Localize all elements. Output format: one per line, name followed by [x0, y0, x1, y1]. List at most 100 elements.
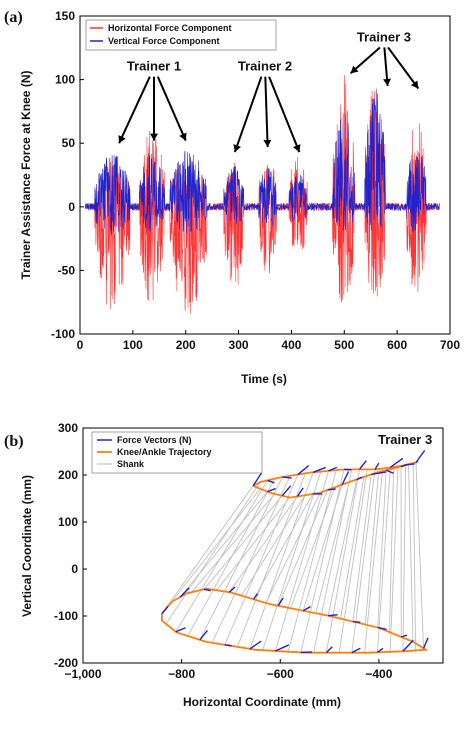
annotation-arrow	[156, 76, 187, 142]
panel-a-xtick-label: 200	[176, 338, 196, 352]
annotation-arrowhead	[350, 65, 359, 74]
force-vector	[175, 627, 186, 633]
force-vector	[385, 469, 394, 474]
shank-line	[364, 468, 384, 653]
force-vector	[328, 466, 338, 472]
panel-a-xtick-label: 600	[387, 338, 407, 352]
annotation-arrow	[387, 46, 420, 90]
force-vector	[389, 457, 404, 468]
shank-line	[165, 482, 261, 625]
shank-line	[179, 491, 268, 598]
force-vector	[358, 460, 367, 470]
annotation-arrowhead	[383, 78, 392, 86]
shank-line	[277, 489, 329, 606]
panel-b-ytick-label: 300	[58, 421, 78, 435]
annotation-arrowhead	[179, 132, 187, 141]
shank-line	[187, 478, 276, 637]
force-vector	[300, 651, 313, 654]
panel-b-xtick-label: −1,000	[64, 667, 101, 681]
force-vector	[401, 634, 408, 638]
force-vector	[376, 647, 384, 653]
shank-line	[313, 469, 353, 653]
panel-a-ylabel: Trainer Assistance Force at Knee (N)	[19, 71, 33, 280]
shank-line	[340, 476, 365, 619]
force-vector	[351, 647, 361, 654]
shank-line	[262, 471, 322, 651]
shank-line	[199, 476, 283, 641]
shank-line	[241, 494, 306, 596]
panel-b-xtick-label: −400	[365, 667, 392, 681]
force-vector	[405, 463, 415, 466]
force-vector	[249, 640, 262, 650]
annotation-arrowhead	[118, 135, 126, 144]
panel-b-title: Trainer 3	[378, 432, 432, 447]
legend-label-horizontal: Horizontal Force Component	[108, 23, 232, 33]
panel-a-label: (a)	[4, 9, 23, 26]
force-vector	[328, 614, 338, 617]
panel-a-plot-frame	[79, 15, 451, 335]
shank-line	[287, 470, 337, 652]
panel-a-ytick-label: 150	[55, 9, 75, 23]
force-vector	[253, 593, 259, 600]
annotation-trainer-2: Trainer 2	[238, 59, 292, 74]
annotation-trainer-1: Trainer 1	[127, 59, 181, 74]
annotation-arrowhead	[293, 144, 301, 153]
panel-a-xtick-label: 300	[229, 338, 249, 352]
panel-a-data-layer	[85, 75, 440, 314]
panel-b-plot-frame	[82, 427, 444, 664]
shank-line	[228, 496, 298, 593]
panel-a-ytick-label: -100	[51, 327, 75, 341]
shank-line	[415, 462, 425, 649]
shank-line	[236, 473, 306, 648]
force-vector	[352, 620, 361, 624]
shank-line	[274, 470, 330, 652]
force-vector	[327, 488, 336, 491]
shank-line	[253, 493, 314, 600]
force-vector	[228, 586, 236, 593]
shank-line	[211, 475, 291, 643]
shank-line	[377, 470, 387, 628]
legend-label-trajectory: Knee/Ankle Trajectory	[117, 447, 212, 457]
panel-a-legend: Horizontal Force Component Vertical Forc…	[85, 19, 277, 51]
legend-label-shank: Shank	[117, 459, 145, 469]
panel-b-data-layer	[160, 449, 429, 654]
force-vector	[252, 472, 263, 487]
force-vector	[356, 476, 363, 481]
annotation-arrow	[118, 76, 151, 144]
legend-label-vertical: Vertical Force Component	[108, 36, 220, 46]
panel-b-label: (b)	[4, 433, 24, 450]
shank-line	[402, 464, 407, 652]
shank-line	[389, 466, 399, 652]
force-vector	[275, 644, 290, 652]
shank-line	[364, 472, 379, 625]
panel-a-xtick-label: 400	[281, 338, 301, 352]
shank-line	[325, 469, 360, 653]
panel-b-ylabel: Vertical Coordinate (mm)	[20, 475, 34, 617]
panel-b-ytick-label: 200	[58, 468, 78, 482]
shank-line	[161, 485, 254, 614]
annotation-arrowhead	[150, 133, 158, 141]
force-vector	[282, 476, 292, 479]
annotation-trainer-3: Trainer 3	[357, 29, 411, 44]
force-vector	[415, 449, 426, 463]
series-vertical-force	[85, 88, 440, 236]
panel-b-xtick-label: −800	[168, 667, 195, 681]
knee-trajectory	[252, 460, 419, 499]
panel-b-xlabel: Horizontal Coordinate (mm)	[183, 695, 341, 709]
panel-b-xtick-label: −600	[267, 667, 294, 681]
shank-line	[175, 480, 268, 632]
panel-b-legend: Force Vectors (N) Knee/Ankle Trajectory …	[91, 431, 263, 474]
shank-line	[216, 497, 291, 591]
shank-line	[376, 467, 391, 653]
annotation-arrowhead	[233, 144, 241, 153]
shank-line	[290, 487, 336, 609]
panel-a-ytick-label: -50	[58, 263, 76, 277]
shank-line	[203, 495, 283, 590]
annotation-arrow	[268, 76, 301, 153]
force-vector	[267, 479, 275, 484]
panel-a-xtick-label: 500	[334, 338, 354, 352]
shank-line	[338, 469, 368, 653]
force-vector	[203, 588, 211, 592]
ankle-trajectory	[160, 587, 429, 654]
shank-line	[412, 463, 417, 651]
